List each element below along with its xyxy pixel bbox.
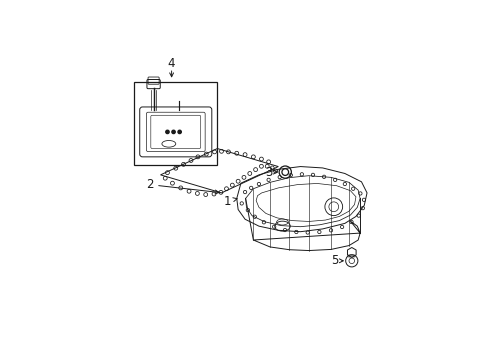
Bar bbox=[134, 82, 217, 165]
Text: 1: 1 bbox=[223, 195, 237, 208]
Circle shape bbox=[165, 130, 169, 134]
Text: 4: 4 bbox=[167, 58, 175, 71]
Text: 3: 3 bbox=[265, 166, 277, 179]
Text: 5: 5 bbox=[331, 254, 343, 267]
Circle shape bbox=[172, 130, 175, 134]
Circle shape bbox=[178, 130, 181, 134]
Text: 2: 2 bbox=[145, 178, 219, 194]
